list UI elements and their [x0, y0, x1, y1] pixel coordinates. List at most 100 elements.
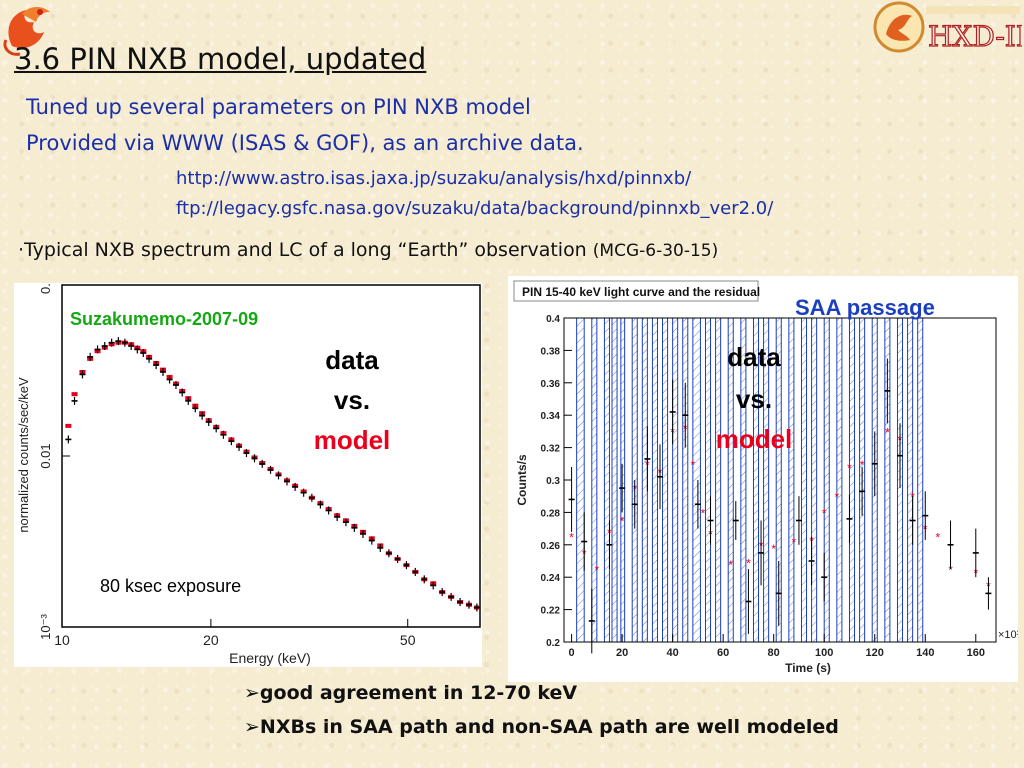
lightcurve-y-tick-label: 0.28 [541, 508, 561, 519]
spectrum-x-tick-label: 20 [203, 632, 219, 648]
lightcurve-y-tick-label: 0.2 [546, 638, 560, 649]
saa-passage-band [823, 317, 830, 643]
spectrum-x-tick-label: 10 [54, 632, 70, 648]
slide-title: 3.6 PIN NXB model, updated [14, 42, 427, 76]
lightcurve-y-tick-label: 0.22 [541, 606, 561, 617]
lightcurve-chart: PIN 15-40 keV light curve and the residu… [513, 280, 1021, 675]
saa-passage-band [848, 317, 856, 643]
lightcurve-x-multiplier: ×10³ [998, 629, 1018, 641]
saa-passage-band [620, 317, 626, 643]
arrow-bullet-icon: ➢ [244, 716, 260, 738]
saa-passage-band [692, 317, 701, 643]
bullet-1-text: good agreement in 12-70 keV [259, 682, 578, 704]
bullet-good-agreement: ➢good agreement in 12-70 keV [244, 682, 577, 704]
saa-passage-band [917, 317, 924, 643]
isas-url-link[interactable]: http://www.astro.isas.jaxa.jp/suzaku/ana… [176, 168, 692, 189]
lightcurve-model-point: * [835, 490, 840, 504]
lightcurve-model-point: * [860, 458, 865, 472]
lightcurve-model-point: * [792, 536, 797, 550]
lightcurve-y-tick-label: 0.3 [546, 476, 560, 487]
lightcurve-model-point: * [771, 542, 776, 556]
lightcurve-model-point: * [936, 531, 941, 545]
lightcurve-x-tick-label: 0 [569, 647, 575, 659]
spectrum-y-tick-label: 0.1 [38, 283, 53, 294]
lightcurve-y-tick-label: 0.38 [541, 346, 561, 357]
lightcurve-ylabel: Counts/s [515, 454, 529, 506]
lightcurve-y-tick-label: 0.36 [541, 379, 561, 390]
lightcurve-title-box [513, 280, 759, 302]
lightcurve-model-point: * [620, 515, 625, 529]
saa-passage-band [800, 317, 808, 643]
saa-passage-band [641, 317, 648, 643]
lightcurve-x-tick-label: 80 [768, 647, 780, 659]
suzakumemo-label: Suzakumemo-2007-09 [70, 309, 258, 329]
lightcurve-model-point: * [822, 506, 827, 520]
lightcurve-model-point: * [885, 425, 890, 439]
subtitle-line-2: Provided via WWW (ISAS & GOF), as an arc… [26, 131, 584, 155]
lightcurve-x-tick-label: 60 [717, 647, 729, 659]
bullet-saa-modeled: ➢NXBs in SAA path and non-SAA path are w… [244, 716, 839, 738]
lightcurve-model-point: * [595, 563, 600, 577]
spectrum-model-point [71, 392, 78, 397]
lightcurve-model-point: * [569, 531, 574, 545]
typical-caption-text: ·Typical NXB spectrum and LC of a long “… [18, 239, 593, 261]
saa-passage-band [715, 317, 722, 643]
bird-logo [3, 7, 50, 56]
saa-passage-label: SAA passage [795, 295, 935, 320]
saa-passage-band [603, 317, 610, 643]
lightcurve-y-tick-label: 0.4 [546, 314, 560, 325]
saa-passage-band [682, 317, 689, 643]
saa-passage-band [576, 317, 585, 643]
lightcurve-x-tick-label: 140 [916, 647, 934, 659]
bullet-2-text: NXBs in SAA path and non-SAA path are we… [259, 716, 839, 738]
lightcurve-xlabel: Time (s) [785, 661, 831, 675]
spectrum-ylabel: normalized counts/sec/keV [16, 377, 31, 533]
lightcurve-chart-panel: PIN 15-40 keV light curve and the residu… [508, 276, 1021, 682]
lightcurve-model-point: * [746, 557, 751, 571]
observation-name: (MCG-6-30-15) [592, 241, 719, 261]
saa-passage-band [662, 317, 669, 643]
lightcurve-annotation-data: data [727, 342, 781, 372]
lightcurve-model-point: * [701, 506, 706, 520]
spectrum-model-point [65, 423, 72, 428]
spectrum-annotation-vs: vs. [334, 385, 370, 415]
saa-passage-band [672, 317, 679, 643]
arrow-bullet-icon: ➢ [244, 682, 260, 704]
lightcurve-model-point: * [847, 461, 852, 475]
typical-observation-caption: ·Typical NXB spectrum and LC of a long “… [18, 239, 718, 261]
lightcurve-y-tick-label: 0.26 [541, 541, 561, 552]
saa-passage-band [651, 317, 658, 643]
lightcurve-model-point: * [691, 458, 696, 472]
saa-passage-band [907, 317, 914, 643]
lightcurve-y-tick-label: 0.32 [541, 444, 561, 455]
lightcurve-model-point: * [728, 558, 733, 572]
spectrum-y-tick-label: 0.01 [38, 443, 53, 468]
spectrum-chart: 10 20 50 0.1 0.01 10⁻³ Energy (keV) normalize… [16, 276, 481, 666]
hxd-logo-text: HXD-II [928, 20, 1022, 53]
lightcurve-x-tick-label: 120 [866, 647, 884, 659]
saa-passage-band [836, 317, 843, 643]
lightcurve-x-tick-label: 20 [616, 647, 628, 659]
lightcurve-x-tick-label: 40 [667, 647, 679, 659]
lightcurve-model-point: * [948, 563, 953, 577]
saa-passage-band [788, 317, 795, 643]
spectrum-x-tick-label: 50 [400, 632, 416, 648]
exposure-label: 80 ksec exposure [100, 576, 241, 596]
saa-passage-band [811, 317, 818, 643]
gsfc-ftp-link[interactable]: ftp://legacy.gsfc.nasa.gov/suzaku/data/b… [176, 198, 774, 219]
lightcurve-title: PIN 15-40 keV light curve and the residu… [522, 285, 760, 299]
saa-passage-band [611, 317, 618, 643]
spectrum-annotation-data: data [325, 345, 379, 375]
lightcurve-annotation-model: model [716, 424, 793, 454]
lightcurve-x-tick-label: 100 [815, 647, 833, 659]
subtitle-line-1: Tuned up several parameters on PIN NXB m… [26, 95, 531, 119]
lightcurve-annotation-vs: vs. [736, 384, 772, 414]
spectrum-y-tick-label: 10⁻³ [38, 614, 53, 640]
spectrum-annotation-model: model [314, 425, 391, 455]
lightcurve-y-tick-label: 0.34 [541, 411, 561, 422]
suzaku-hxd-logo: HXD-II [873, 1, 1022, 54]
saa-passage-band [704, 317, 712, 643]
spectrum-xlabel: Energy (keV) [229, 650, 311, 666]
spectrum-chart-panel: 10 20 50 0.1 0.01 10⁻³ Energy (keV) normalize… [14, 276, 482, 667]
lightcurve-y-tick-label: 0.24 [541, 573, 561, 584]
